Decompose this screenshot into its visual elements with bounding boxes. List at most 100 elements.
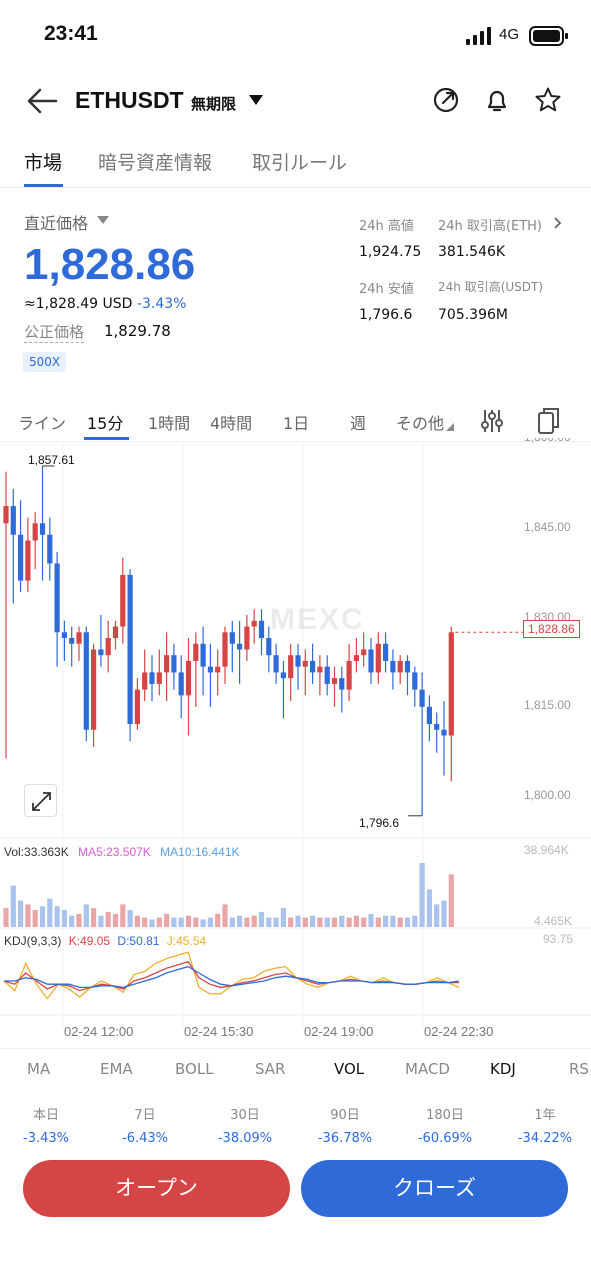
tf-active-indicator xyxy=(84,437,129,440)
tab-crypto-info[interactable]: 暗号資産情報 xyxy=(98,152,213,174)
volume-bar xyxy=(193,917,199,927)
chart-settings-icon[interactable] xyxy=(480,408,504,434)
candle-body xyxy=(324,666,330,684)
bell-icon[interactable] xyxy=(483,86,511,114)
tab-market[interactable]: 市場 xyxy=(24,152,63,174)
y-tick-label: 1,845.00 xyxy=(524,520,571,534)
back-arrow-icon[interactable] xyxy=(26,86,58,116)
volume-bar xyxy=(302,917,308,927)
candle-body xyxy=(156,672,162,684)
contract-type[interactable]: 無期限 xyxy=(191,95,237,113)
candle-body xyxy=(266,638,272,656)
volume-bar xyxy=(273,917,279,927)
ind-boll[interactable]: BOLL xyxy=(175,1060,214,1078)
volume-bar xyxy=(69,915,75,927)
candle-body xyxy=(280,672,286,679)
vol-legend: Vol:33.363K xyxy=(4,845,69,859)
volume-bar xyxy=(185,915,192,927)
tf-line[interactable]: ライン xyxy=(18,414,67,433)
volume-bar xyxy=(346,917,352,927)
volume-bar xyxy=(134,915,140,927)
tf-more[interactable]: その他 xyxy=(396,414,445,433)
candle-body xyxy=(258,620,265,638)
tf-1d[interactable]: 1日 xyxy=(283,414,310,433)
close-position-button[interactable]: クローズ xyxy=(301,1160,568,1217)
current-price-tag: 1,828.86 xyxy=(523,620,580,638)
fullscreen-button[interactable] xyxy=(24,784,57,817)
vol-min-label: 4.465K xyxy=(534,914,573,928)
volume-bar xyxy=(47,898,53,927)
candle-body xyxy=(273,655,279,673)
tab-active-indicator xyxy=(24,184,63,187)
dropdown-caret-icon[interactable] xyxy=(248,94,264,106)
volume-bar xyxy=(156,917,162,927)
candle-body xyxy=(251,620,257,627)
candle-body xyxy=(10,506,16,535)
candle-body xyxy=(120,574,126,627)
perf-value: -34.22% xyxy=(517,1131,573,1146)
candle-body xyxy=(368,649,374,673)
tab-trading-rules[interactable]: 取引ルール xyxy=(252,152,348,174)
price-type-caret-icon[interactable] xyxy=(97,216,109,224)
ind-ema[interactable]: EMA xyxy=(100,1060,133,1078)
tf-1h[interactable]: 1時間 xyxy=(148,414,191,433)
volume-bar xyxy=(200,919,206,927)
ind-ma[interactable]: MA xyxy=(27,1060,51,1078)
share-icon[interactable] xyxy=(432,86,460,114)
last-price-label[interactable]: 直近価格 xyxy=(24,214,89,233)
candle-body xyxy=(32,523,38,541)
chevron-right-icon[interactable] xyxy=(554,217,562,229)
volume-bar xyxy=(54,906,60,927)
volume-bar xyxy=(375,917,381,927)
watermark: MEXC xyxy=(270,603,365,636)
volume-bar xyxy=(397,917,403,927)
y-tick-label: 1,815.00 xyxy=(524,698,571,712)
x-tick-label: 02-24 19:00 xyxy=(304,1024,374,1039)
low-24h-value: 1,796.6 xyxy=(359,307,413,323)
high-24h-value: 1,924.75 xyxy=(359,244,422,260)
leverage-badge: 500X xyxy=(23,352,67,372)
candle-body xyxy=(178,672,184,696)
status-time: 23:41 xyxy=(44,22,98,45)
volume-bar xyxy=(178,917,184,927)
symbol-title[interactable]: ETHUSDT xyxy=(75,87,184,113)
vol-eth-label[interactable]: 24h 取引高(ETH) xyxy=(438,219,542,234)
high-marker-label: 1,857.61 xyxy=(28,453,75,467)
perf-label: 本日 xyxy=(32,1108,59,1123)
ind-sar[interactable]: SAR xyxy=(255,1060,286,1078)
fair-price-label[interactable]: 公正価格 xyxy=(24,323,85,343)
k-legend: K:49.05 xyxy=(68,934,111,948)
volume-bar xyxy=(237,915,243,927)
volume-bar xyxy=(61,910,67,927)
candle-body xyxy=(127,574,133,725)
tf-week[interactable]: 週 xyxy=(350,414,367,433)
ind-macd[interactable]: MACD xyxy=(405,1060,450,1078)
ind-kdj[interactable]: KDJ xyxy=(490,1060,516,1078)
last-price: 1,828.86 xyxy=(24,240,196,289)
candle-body xyxy=(39,523,46,535)
copy-icon[interactable] xyxy=(537,407,561,435)
ind-rsi[interactable]: RS xyxy=(569,1060,589,1078)
candle-body xyxy=(346,660,352,690)
tf-4h[interactable]: 4時間 xyxy=(210,414,253,433)
candle-body xyxy=(317,666,323,673)
volume-bar xyxy=(32,910,38,927)
indicator-bar xyxy=(0,1048,591,1092)
tf-15m[interactable]: 15分 xyxy=(87,414,124,433)
candle-body xyxy=(361,649,367,656)
candle-body xyxy=(207,666,213,673)
header: ETHUSDT 無期限 xyxy=(0,72,591,128)
perf-value: -38.09% xyxy=(217,1131,273,1146)
volume-bar xyxy=(83,904,89,927)
candle-body xyxy=(76,632,82,644)
open-position-button[interactable]: オープン xyxy=(23,1160,290,1217)
price-chart[interactable] xyxy=(0,443,591,1048)
volume-bar xyxy=(404,917,411,927)
candle-body xyxy=(3,506,9,524)
ind-vol[interactable]: VOL xyxy=(334,1060,365,1078)
star-icon[interactable] xyxy=(534,86,562,114)
tf-more-caret-icon[interactable] xyxy=(446,423,454,431)
volume-bar xyxy=(383,915,389,927)
candle-body xyxy=(390,660,396,673)
x-tick-label: 02-24 12:00 xyxy=(64,1024,134,1039)
